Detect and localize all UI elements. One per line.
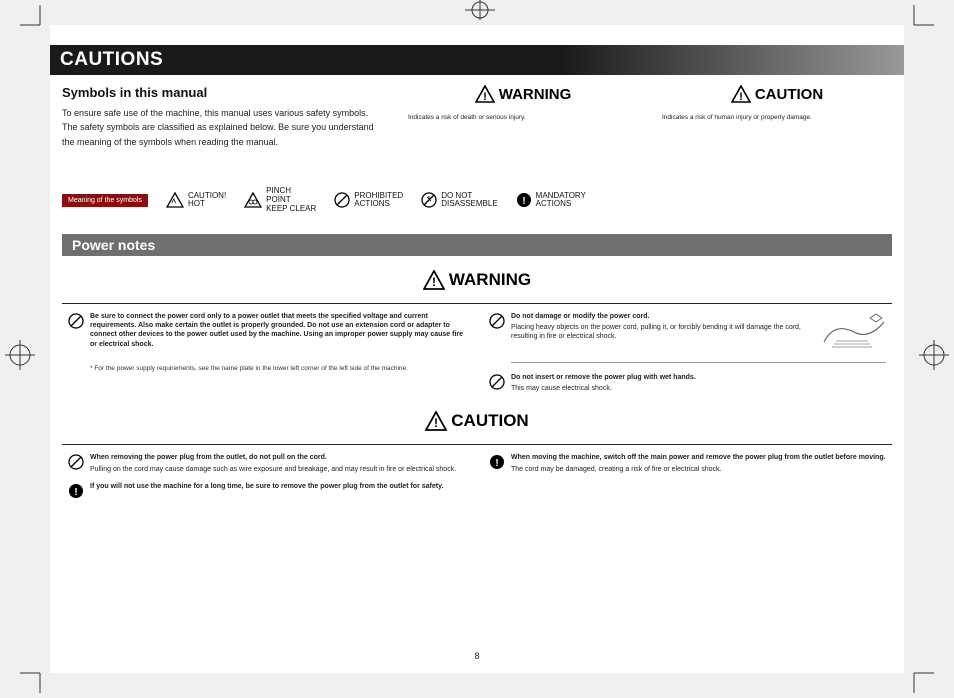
symbol-disassemble-label: DO NOT DISASSEMBLE bbox=[441, 192, 497, 210]
note-power-footnote: * For the power supply requirements, see… bbox=[90, 365, 465, 373]
no-disassemble-icon bbox=[421, 192, 437, 208]
warning-label: WARNING bbox=[499, 86, 572, 103]
power-notes-heading: Power notes bbox=[62, 234, 892, 256]
note-wet-hands-title: Do not insert or remove the power plug w… bbox=[511, 373, 696, 382]
note-cord-damage-title: Do not damage or modify the power cord. bbox=[511, 312, 816, 321]
caution-section: ! CAUTION When removing the power plug f… bbox=[62, 411, 892, 499]
symbol-legend-badge: Meaning of the symbols bbox=[62, 194, 148, 207]
prohibited-circle-icon bbox=[334, 192, 350, 208]
caution-triangle-icon: ! bbox=[425, 411, 447, 431]
pinch-triangle-icon bbox=[244, 192, 262, 208]
note-moving: ! When moving the machine, switch off th… bbox=[489, 453, 886, 474]
note-cord-damage-body: Placing heavy objects on the power cord,… bbox=[511, 324, 801, 340]
warning-left-column: Be sure to connect the power cord only t… bbox=[68, 312, 465, 394]
note-unplug-pull: When removing the power plug from the ou… bbox=[68, 453, 465, 474]
warning-description: Indicates a risk of death or serious inj… bbox=[408, 114, 638, 121]
svg-text:!: ! bbox=[483, 91, 487, 103]
warning-definition: ! WARNING Indicates a risk of death or s… bbox=[408, 85, 638, 149]
registration-mark-left bbox=[5, 340, 35, 370]
warning-heading-label: WARNING bbox=[449, 270, 531, 290]
symbol-mandatory-label: MANDATORY ACTIONS bbox=[536, 192, 586, 210]
caution-label: CAUTION bbox=[755, 86, 823, 103]
symbol-prohibited-label: PROHIBITED ACTIONS bbox=[354, 192, 403, 210]
symbol-prohibited: PROHIBITED ACTIONS bbox=[334, 192, 403, 210]
intro-row: Symbols in this manual To ensure safe us… bbox=[62, 85, 892, 149]
prohibited-circle-icon bbox=[489, 313, 505, 329]
svg-text:!: ! bbox=[74, 487, 77, 498]
symbol-hot: CAUTION! HOT bbox=[166, 192, 226, 210]
note-moving-body: The cord may be damaged, creating a risk… bbox=[511, 466, 721, 473]
note-moving-title: When moving the machine, switch off the … bbox=[511, 453, 886, 462]
prohibited-circle-icon bbox=[68, 454, 84, 470]
intro-column: Symbols in this manual To ensure safe us… bbox=[62, 85, 384, 149]
caution-heading-label: CAUTION bbox=[451, 411, 528, 431]
note-wet-hands: Do not insert or remove the power plug w… bbox=[489, 373, 886, 394]
divider bbox=[511, 362, 886, 363]
note-wet-hands-body: This may cause electrical shock. bbox=[511, 385, 612, 392]
warning-triangle-icon: ! bbox=[475, 85, 495, 103]
symbol-hot-label: CAUTION! HOT bbox=[188, 192, 226, 210]
note-longtime-title: If you will not use the machine for a lo… bbox=[90, 482, 443, 491]
warning-right-column: Do not damage or modify the power cord. … bbox=[489, 312, 886, 394]
note-longtime: ! If you will not use the machine for a … bbox=[68, 482, 465, 499]
divider bbox=[62, 444, 892, 445]
svg-text:!: ! bbox=[434, 416, 438, 430]
svg-text:!: ! bbox=[432, 275, 436, 289]
caution-section-heading: ! CAUTION bbox=[62, 411, 892, 436]
registration-mark-right bbox=[919, 340, 949, 370]
prohibited-circle-icon bbox=[489, 374, 505, 390]
symbol-disassemble: DO NOT DISASSEMBLE bbox=[421, 192, 497, 210]
prohibited-circle-icon bbox=[68, 313, 84, 329]
caution-description: Indicates a risk of human injury or prop… bbox=[662, 114, 892, 121]
warning-notes-grid: Be sure to connect the power cord only t… bbox=[62, 312, 892, 394]
symbol-legend-row: Meaning of the symbols CAUTION! HOT PINC… bbox=[62, 187, 892, 213]
caution-left-column: When removing the power plug from the ou… bbox=[68, 453, 465, 499]
warning-triangle-icon: ! bbox=[423, 270, 445, 290]
caution-right-column: ! When moving the machine, switch off th… bbox=[489, 453, 886, 499]
registration-mark-top bbox=[465, 0, 495, 20]
note-unplug-pull-title: When removing the power plug from the ou… bbox=[90, 453, 456, 462]
svg-text:!: ! bbox=[495, 458, 498, 469]
note-cord-damage: Do not damage or modify the power cord. … bbox=[489, 312, 886, 352]
mandatory-circle-icon: ! bbox=[516, 192, 532, 208]
note-power-outlet: Be sure to connect the power cord only t… bbox=[68, 312, 465, 352]
cord-illustration bbox=[822, 312, 886, 352]
caution-notes-grid: When removing the power plug from the ou… bbox=[62, 453, 892, 499]
symbol-pinch: PINCH POINT KEEP CLEAR bbox=[244, 187, 316, 213]
page: CAUTIONS Symbols in this manual To ensur… bbox=[50, 25, 904, 673]
page-number: 8 bbox=[50, 651, 904, 661]
caution-definition: ! CAUTION Indicates a risk of human inju… bbox=[662, 85, 892, 149]
header-bar: CAUTIONS bbox=[50, 45, 904, 75]
divider bbox=[62, 303, 892, 304]
intro-text: To ensure safe use of the machine, this … bbox=[62, 106, 384, 149]
symbol-mandatory: ! MANDATORY ACTIONS bbox=[516, 192, 586, 210]
svg-text:!: ! bbox=[739, 91, 743, 103]
warning-section-heading: ! WARNING bbox=[62, 270, 892, 295]
mandatory-circle-icon: ! bbox=[489, 454, 505, 470]
caution-triangle-icon: ! bbox=[731, 85, 751, 103]
hot-triangle-icon bbox=[166, 192, 184, 208]
content: Symbols in this manual To ensure safe us… bbox=[50, 75, 904, 499]
svg-text:!: ! bbox=[522, 196, 525, 207]
intro-subtitle: Symbols in this manual bbox=[62, 85, 384, 100]
page-title: CAUTIONS bbox=[50, 45, 904, 75]
note-unplug-pull-body: Pulling on the cord may cause damage suc… bbox=[90, 466, 456, 473]
mandatory-circle-icon: ! bbox=[68, 483, 84, 499]
note-power-outlet-text: Be sure to connect the power cord only t… bbox=[90, 312, 465, 350]
symbol-pinch-label: PINCH POINT KEEP CLEAR bbox=[266, 187, 316, 213]
